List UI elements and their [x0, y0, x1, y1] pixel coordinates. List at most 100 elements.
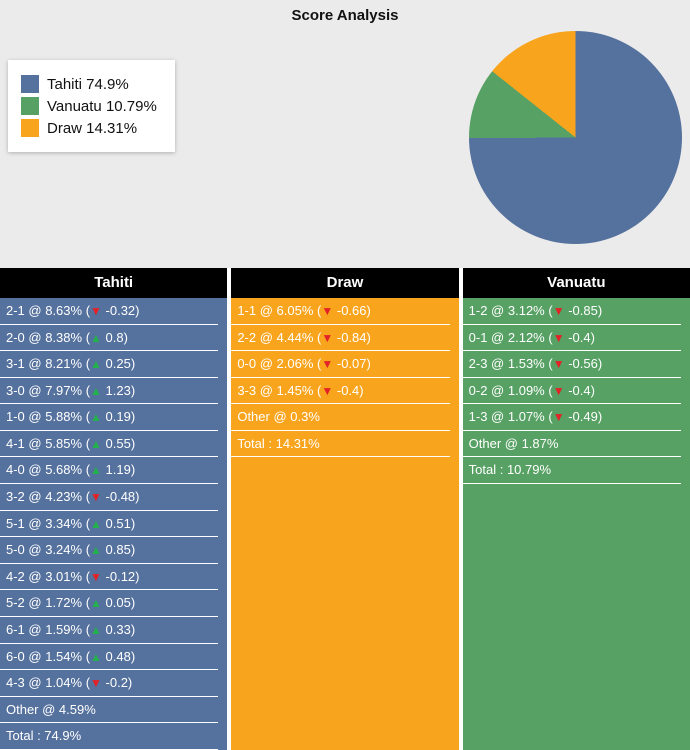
score-row: 0-2 @ 1.09% (▼ -0.4) — [462, 378, 681, 405]
legend-swatch-icon — [21, 75, 39, 93]
up-arrow-icon: ▲ — [90, 383, 102, 398]
row-label: 3-2 @ 4.23% — [6, 489, 83, 505]
row-label: 3-3 @ 1.45% — [237, 382, 314, 398]
up-arrow-icon: ▲ — [90, 543, 102, 558]
column-vanuatu: Vanuatu 1-2 @ 3.12% (▼ -0.85) 0-1 @ 2.12% … — [462, 268, 690, 750]
score-row: 4-0 @ 5.68% (▲ 1.19) — [0, 457, 219, 485]
row-label: Total : 10.79% — [468, 462, 552, 478]
other-row: Other @ 1.87% — [462, 431, 681, 458]
score-row: 4-1 @ 5.85% (▲ 0.55) — [0, 431, 219, 458]
score-row: 5-2 @ 1.72% (▲ 0.05) — [0, 590, 219, 617]
up-arrow-icon: ▲ — [90, 410, 102, 425]
row-label: 0-1 @ 2.12% — [468, 329, 545, 345]
legend-label: Vanuatu 10.79% — [47, 97, 157, 115]
down-arrow-icon: ▼ — [321, 304, 334, 318]
score-row: 3-3 @ 1.45% (▼ -0.4) — [231, 378, 450, 405]
row-label: 3-0 @ 7.97% — [6, 382, 83, 398]
down-arrow-icon: ▼ — [90, 304, 102, 318]
score-row: 3-1 @ 8.21% (▲ 0.25) — [0, 351, 219, 378]
column-header: Draw — [231, 268, 459, 298]
up-arrow-icon: ▲ — [90, 596, 102, 611]
row-label: Other @ 4.59% — [6, 701, 96, 717]
score-row: 4-2 @ 3.01% (▼ -0.12) — [0, 564, 219, 591]
down-arrow-icon: ▼ — [321, 330, 334, 345]
other-row: Other @ 4.59% — [0, 697, 219, 724]
score-row: 3-0 @ 7.97% (▲ 1.23) — [0, 378, 219, 405]
row-label: 4-0 @ 5.68% — [6, 462, 83, 478]
score-row: 2-2 @ 4.44% (▼ -0.84) — [231, 325, 450, 352]
legend-item: Vanuatu 10.79% — [21, 97, 157, 115]
legend-swatch-icon — [21, 119, 39, 137]
chart-section: Score Analysis Tahiti 74.9% Vanuatu 10.79… — [0, 0, 690, 268]
row-label: 1-0 @ 5.88% — [6, 409, 83, 425]
score-row: 3-2 @ 4.23% (▼ -0.48) — [0, 484, 219, 511]
down-arrow-icon: ▼ — [552, 383, 565, 398]
down-arrow-icon: ▼ — [321, 383, 334, 398]
up-arrow-icon: ▲ — [90, 463, 102, 478]
row-label: 1-1 @ 6.05% — [237, 303, 314, 318]
row-label: 0-0 @ 2.06% — [237, 356, 314, 372]
row-label: 3-1 @ 8.21% — [6, 356, 83, 372]
row-label: 1-2 @ 3.12% — [468, 303, 545, 318]
score-row: 6-1 @ 1.59% (▲ 0.33) — [0, 617, 219, 644]
score-row: 2-1 @ 8.63% (▼ -0.32) — [0, 298, 219, 325]
row-label: 0-2 @ 1.09% — [468, 382, 545, 398]
other-row: Other @ 0.3% — [231, 404, 450, 431]
legend-swatch-icon — [21, 97, 39, 115]
total-row: Total : 14.31% — [231, 431, 450, 458]
row-label: Other @ 1.87% — [468, 435, 559, 451]
column-tahiti: Tahiti 2-1 @ 8.63% (▼ -0.32) 2-0 @ 8.38% (… — [0, 268, 228, 750]
legend-label: Tahiti 74.9% — [47, 75, 129, 93]
score-row: 2-0 @ 8.38% (▲ 0.8) — [0, 325, 219, 352]
score-row: 6-0 @ 1.54% (▲ 0.48) — [0, 644, 219, 671]
up-arrow-icon: ▲ — [90, 436, 102, 451]
down-arrow-icon: ▼ — [90, 569, 102, 584]
score-row: 1-1 @ 6.05% (▼ -0.66) — [231, 298, 450, 325]
row-label: 2-1 @ 8.63% — [6, 303, 83, 318]
row-label: 4-3 @ 1.04% — [6, 675, 83, 691]
up-arrow-icon: ▲ — [90, 649, 102, 664]
total-row: Total : 10.79% — [462, 457, 681, 485]
score-row: 1-2 @ 3.12% (▼ -0.85) — [462, 298, 681, 325]
row-label: 5-1 @ 3.34% — [6, 515, 83, 531]
score-row: 2-3 @ 1.53% (▼ -0.56) — [462, 351, 681, 378]
down-arrow-icon: ▼ — [552, 410, 565, 425]
row-label: 2-3 @ 1.53% — [468, 356, 545, 372]
legend-label: Draw 14.31% — [47, 119, 138, 137]
legend-item: Draw 14.31% — [21, 119, 157, 137]
up-arrow-icon: ▲ — [90, 622, 102, 637]
row-label: 5-2 @ 1.72% — [6, 595, 83, 611]
score-row: 1-0 @ 5.88% (▲ 0.19) — [0, 404, 219, 431]
legend-item: Tahiti 74.9% — [21, 75, 157, 93]
score-row: 5-0 @ 3.24% (▲ 0.85) — [0, 537, 219, 564]
column-draw: Draw 1-1 @ 6.05% (▼ -0.66) 2-2 @ 4.44% (▼ … — [231, 268, 459, 750]
score-row: 5-1 @ 3.34% (▲ 0.51) — [0, 511, 219, 538]
row-label: Total : 14.31% — [237, 435, 320, 451]
row-label: 6-1 @ 1.59% — [6, 621, 83, 637]
up-arrow-icon: ▲ — [90, 357, 102, 372]
row-label: Other @ 0.3% — [237, 409, 320, 425]
up-arrow-icon: ▲ — [90, 516, 102, 531]
down-arrow-icon: ▼ — [552, 330, 565, 345]
row-label: 1-3 @ 1.07% — [468, 409, 545, 425]
down-arrow-icon: ▼ — [552, 357, 565, 372]
score-row: 4-3 @ 1.04% (▼ -0.2) — [0, 670, 219, 697]
row-label: Total : 74.9% — [6, 728, 82, 744]
score-row: 0-0 @ 2.06% (▼ -0.07) — [231, 351, 450, 378]
column-header: Vanuatu — [462, 268, 690, 298]
row-label: 2-2 @ 4.44% — [237, 329, 314, 345]
score-columns: Tahiti 2-1 @ 8.63% (▼ -0.32) 2-0 @ 8.38% (… — [0, 268, 690, 750]
down-arrow-icon: ▼ — [552, 304, 565, 318]
row-label: 5-0 @ 3.24% — [6, 542, 83, 558]
down-arrow-icon: ▼ — [90, 490, 102, 505]
chart-legend: Tahiti 74.9% Vanuatu 10.79% Draw 14.31% — [8, 60, 175, 152]
column-header: Tahiti — [0, 268, 228, 298]
row-label: 6-0 @ 1.54% — [6, 648, 83, 664]
row-label: 2-0 @ 8.38% — [6, 329, 83, 345]
row-label: 4-1 @ 5.85% — [6, 435, 83, 451]
score-row: 0-1 @ 2.12% (▼ -0.4) — [462, 325, 681, 352]
up-arrow-icon: ▲ — [90, 330, 102, 345]
pie-chart — [469, 31, 682, 244]
score-row: 1-3 @ 1.07% (▼ -0.49) — [462, 404, 681, 431]
